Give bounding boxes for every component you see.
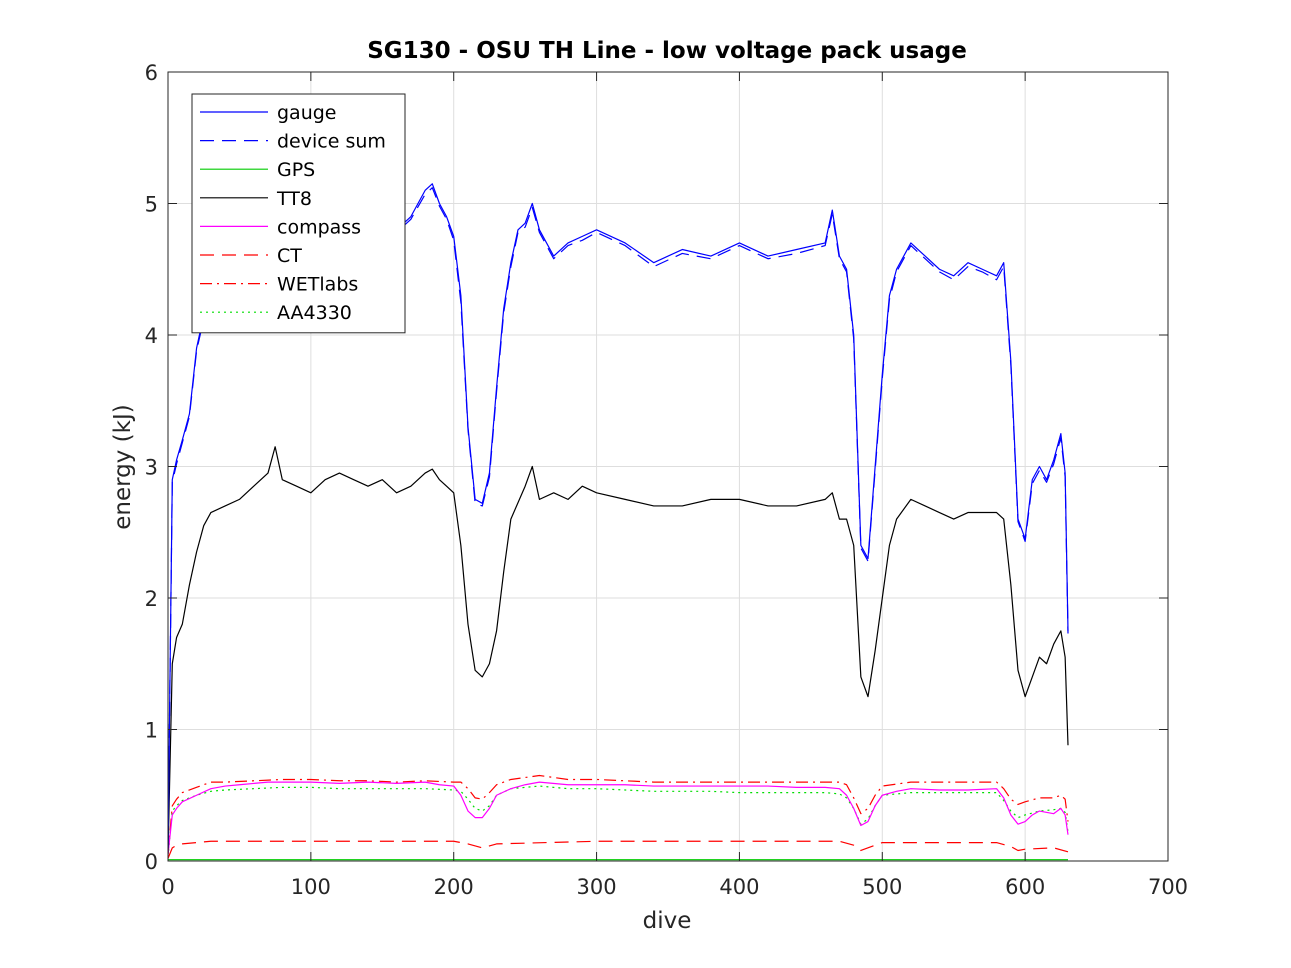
x-axis-title: dive	[643, 908, 692, 934]
y-tick-label: 3	[145, 456, 158, 480]
legend: gauge device sum GPS TT8 compass CT WETlabs AA4…	[191, 93, 406, 334]
legend-label: TT8	[276, 188, 312, 210]
y-tick-label: 0	[145, 850, 158, 874]
y-tick-label: 2	[145, 587, 158, 611]
x-tick-label: 300	[577, 875, 617, 899]
series-line-compass	[168, 781, 1069, 855]
x-tick-label: 500	[862, 875, 902, 899]
legend-label: AA4330	[277, 302, 352, 324]
y-tick-label: 1	[145, 719, 158, 743]
x-tick-label: 400	[719, 875, 759, 899]
series-line-ct	[168, 840, 1069, 859]
chart-title: SG130 - OSU TH Line - low voltage pack u…	[367, 38, 967, 64]
series-line-tt8	[168, 446, 1069, 855]
x-tick-label: 600	[1005, 875, 1045, 899]
x-tick-label: 0	[161, 875, 174, 899]
y-tick-label: 5	[145, 193, 158, 217]
legend-label: GPS	[277, 159, 315, 181]
x-tick-label: 100	[291, 875, 331, 899]
x-tick-label: 700	[1148, 875, 1188, 899]
legend-label: gauge	[277, 102, 337, 124]
series-line-wetlabs	[168, 774, 1069, 855]
legend-label: WETlabs	[277, 274, 358, 296]
legend-label: CT	[277, 245, 302, 267]
legend-box	[191, 93, 406, 334]
series-line-aa4330	[168, 785, 1069, 858]
legend-label: device sum	[277, 131, 386, 153]
y-axis-title: energy (kJ)	[110, 404, 136, 530]
y-tick-label: 4	[145, 324, 158, 348]
x-tick-label: 200	[434, 875, 474, 899]
legend-label: compass	[277, 216, 361, 238]
y-tick-label: 6	[145, 61, 158, 85]
